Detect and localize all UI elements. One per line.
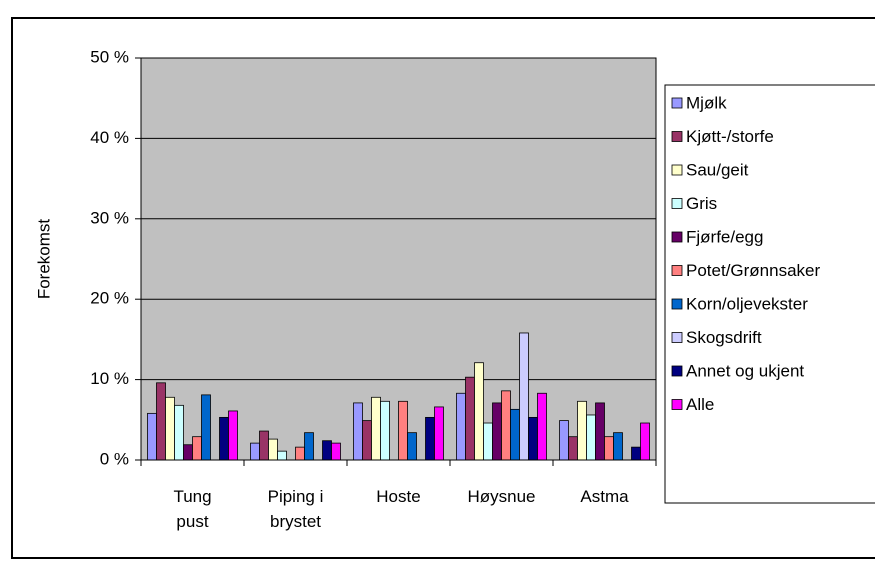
legend-box <box>664 84 875 504</box>
bar <box>586 414 596 461</box>
y-axis-label: Forekomst <box>34 219 53 300</box>
bar <box>425 416 435 461</box>
bar <box>304 432 314 461</box>
bar <box>568 436 578 461</box>
legend-swatch <box>671 198 683 209</box>
bar <box>501 390 511 461</box>
bar <box>228 410 238 461</box>
legend-label: Mjølk <box>686 93 727 112</box>
bar <box>595 402 605 461</box>
bar <box>380 400 390 461</box>
bar <box>434 406 444 461</box>
x-tick-label: Hoste <box>376 487 421 506</box>
bar <box>174 404 184 461</box>
legend-label: Korn/oljevekster <box>686 294 808 313</box>
legend-swatch <box>671 265 683 276</box>
bar <box>156 382 166 461</box>
bar <box>510 408 520 461</box>
y-tick-label: 20 % <box>90 289 129 308</box>
legend-swatch <box>671 131 683 142</box>
bar <box>201 394 211 461</box>
bar <box>604 436 614 461</box>
bar <box>519 332 529 461</box>
bar <box>577 400 587 461</box>
y-tick-label: 30 % <box>90 208 129 227</box>
bar <box>259 430 269 461</box>
legend-label: Potet/Grønnsaker <box>686 261 821 280</box>
legend-swatch <box>671 399 683 410</box>
bar <box>362 420 372 461</box>
x-tick-label: Høysnue <box>467 487 536 506</box>
bar <box>250 442 260 461</box>
bar <box>613 432 623 461</box>
bar <box>398 400 408 461</box>
legend-label: Alle <box>686 395 714 414</box>
legend-label: Gris <box>686 194 717 213</box>
bar <box>183 444 193 461</box>
y-tick-label: 50 % <box>90 47 129 66</box>
legend-swatch <box>671 365 683 377</box>
bar <box>559 420 569 461</box>
x-tick-label: Astma <box>580 487 629 506</box>
bar <box>322 440 332 461</box>
bar <box>537 392 547 461</box>
legend-swatch <box>671 332 683 343</box>
bar <box>528 416 538 461</box>
bar <box>483 422 493 461</box>
legend-swatch <box>671 298 683 310</box>
y-tick-label: 0 % <box>100 449 129 468</box>
bar <box>371 396 381 461</box>
x-tick-label: Piping i brystet <box>267 487 324 531</box>
y-tick-label: 40 % <box>90 128 129 147</box>
x-tick-label: Tung pust <box>173 487 212 531</box>
bar <box>165 396 175 461</box>
legend-label: Kjøtt-/storfe <box>686 127 774 146</box>
bar <box>277 450 287 461</box>
bar <box>268 438 278 461</box>
bar <box>631 446 641 461</box>
bar <box>331 442 341 461</box>
y-tick-label: 10 % <box>90 369 129 388</box>
bar <box>456 392 466 461</box>
bar <box>147 412 157 461</box>
bar <box>192 436 202 461</box>
bar <box>474 362 484 461</box>
bar <box>219 416 229 461</box>
legend-swatch <box>671 231 683 243</box>
legend-swatch <box>671 97 683 109</box>
bar <box>353 402 363 461</box>
bar <box>492 402 502 461</box>
bar <box>465 376 475 461</box>
bar <box>640 422 650 461</box>
legend-label: Sau/geit <box>686 160 749 179</box>
legend-label: Fjørfe/egg <box>686 227 763 246</box>
legend-label: Skogsdrift <box>686 328 762 347</box>
plot-area <box>141 58 656 460</box>
bar <box>407 432 417 461</box>
bar <box>295 446 305 461</box>
legend-swatch <box>671 164 683 176</box>
legend-label: Annet og ukjent <box>686 361 804 380</box>
